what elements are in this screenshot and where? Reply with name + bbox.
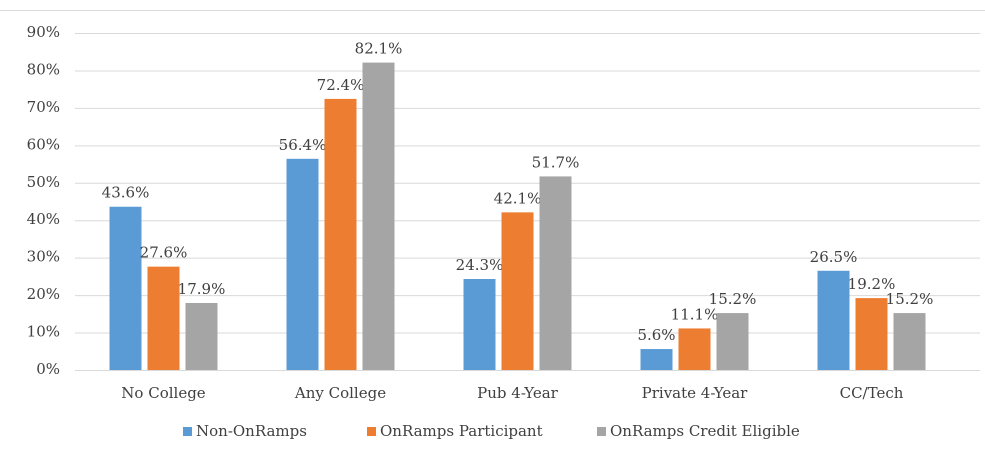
y-tick-label: 70% [27, 98, 60, 116]
bar [893, 313, 926, 370]
data-label: 56.4% [279, 136, 327, 154]
data-label: 19.2% [848, 275, 896, 293]
bar [817, 270, 850, 370]
y-tick-label: 30% [27, 248, 60, 266]
data-label: 51.7% [532, 153, 580, 171]
bar [463, 279, 496, 370]
bar [147, 266, 180, 370]
bar [716, 313, 749, 370]
bar [501, 212, 534, 370]
bar [678, 328, 711, 370]
x-tick-label: Pub 4-Year [477, 384, 559, 402]
y-tick-label: 10% [27, 323, 60, 341]
data-label: 15.2% [886, 290, 934, 308]
data-label: 15.2% [709, 290, 757, 308]
data-label: 72.4% [317, 76, 365, 94]
data-label: 27.6% [140, 244, 188, 262]
y-tick-label: 50% [27, 173, 60, 191]
data-label: 24.3% [456, 256, 504, 274]
data-label: 43.6% [102, 184, 150, 202]
legend-label: Non-OnRamps [196, 422, 307, 440]
y-tick-label: 80% [27, 60, 60, 78]
bar [109, 206, 142, 370]
y-tick-label: 0% [36, 360, 60, 378]
data-label: 26.5% [810, 248, 858, 266]
x-tick-label: No College [121, 384, 206, 402]
bar [640, 349, 673, 370]
x-tick-label: Any College [294, 384, 386, 402]
data-label: 42.1% [494, 189, 542, 207]
legend-label: OnRamps Credit Eligible [610, 422, 800, 440]
legend-swatch [597, 427, 606, 436]
data-label: 11.1% [671, 305, 719, 323]
legend-swatch [367, 427, 376, 436]
data-label: 17.9% [178, 280, 226, 298]
data-label: 82.1% [355, 40, 403, 58]
legend-swatch [183, 427, 192, 436]
y-tick-label: 20% [27, 285, 60, 303]
x-tick-label: CC/Tech [840, 384, 904, 402]
bar [539, 176, 572, 370]
bar [855, 298, 888, 370]
legend-label: OnRamps Participant [380, 422, 543, 440]
bar [362, 62, 395, 370]
bar [286, 158, 319, 370]
y-tick-label: 40% [27, 210, 60, 228]
y-tick-label: 60% [27, 135, 60, 153]
x-tick-label: Private 4-Year [642, 384, 749, 402]
data-label: 5.6% [637, 326, 675, 344]
y-tick-label: 90% [27, 23, 60, 41]
bar [185, 302, 218, 370]
bar [324, 98, 357, 370]
